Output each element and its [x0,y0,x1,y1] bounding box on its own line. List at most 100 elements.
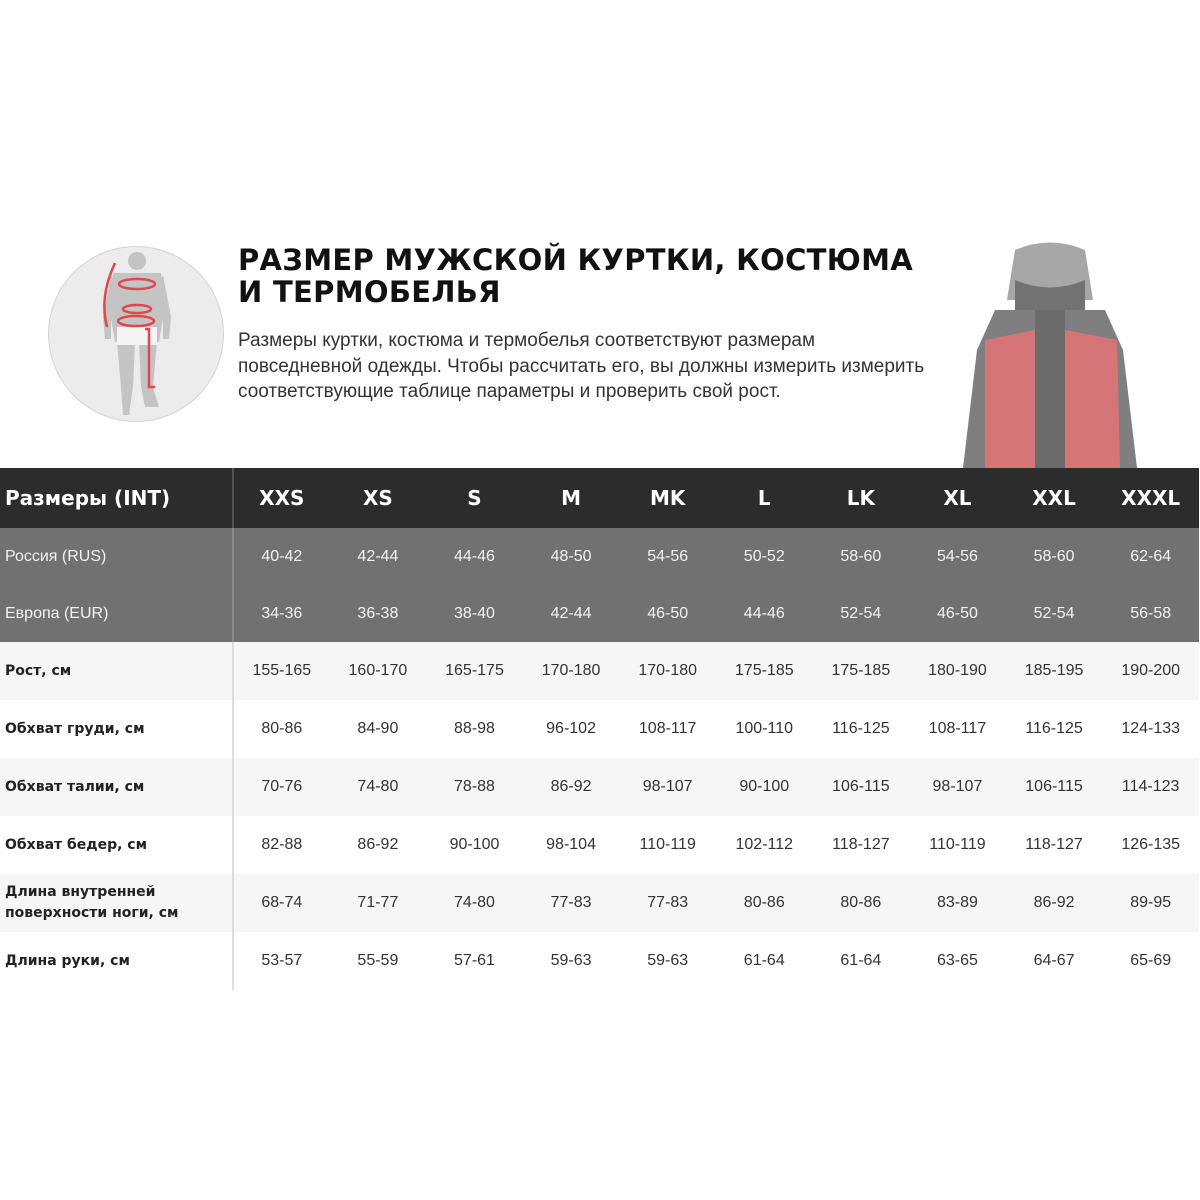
table-cell: 82-88 [233,816,330,874]
table-cell: 58-60 [812,528,910,585]
table-cell: 155-165 [233,642,330,700]
size-header: XXXL [1102,468,1199,528]
size-header: M [522,468,620,528]
table-cell: 80-86 [233,700,330,758]
size-header: LK [812,468,910,528]
table-row: Обхват бедер, см 82-88 86-92 90-100 98-104 11… [0,816,1199,874]
table-cell: 83-89 [909,874,1006,932]
table-cell: 46-50 [619,585,716,642]
table-cell: 126-135 [1102,816,1199,874]
table-row: Длина внутренней поверхности ноги, см 68-… [0,874,1199,932]
table-cell: 170-180 [522,642,620,700]
table-cell: 114-123 [1102,758,1199,816]
table-cell: 190-200 [1102,642,1199,700]
table-cell: 58-60 [1005,528,1103,585]
table-cell: 116-125 [812,700,910,758]
table-cell: 180-190 [909,642,1006,700]
row-label: Россия (RUS) [0,528,234,585]
size-table: Размеры (INT) XXS XS S M MK L LK XL XXL … [0,468,1200,990]
table-cell: 74-80 [329,758,427,816]
table-cell: 102-112 [715,816,813,874]
body-figure-icon [103,252,171,415]
table-cell: 40-42 [233,528,330,585]
table-cell: 89-95 [1102,874,1199,932]
table-cell: 65-69 [1102,932,1199,990]
table-cell: 100-110 [715,700,813,758]
table-cell: 108-117 [619,700,716,758]
table-cell: 57-61 [426,932,523,990]
table-cell: 55-59 [329,932,427,990]
size-header: L [715,468,813,528]
row-label: Рост, см [0,642,234,700]
table-cell: 118-127 [1005,816,1103,874]
table-cell: 48-50 [522,528,620,585]
table-cell: 78-88 [426,758,523,816]
jacket-icon [963,242,1137,468]
table-cell: 170-180 [619,642,716,700]
row-label: Обхват груди, см [0,700,234,758]
table-cell: 90-100 [715,758,813,816]
size-header: XS [329,468,427,528]
table-cell: 106-115 [1005,758,1103,816]
table-cell: 68-74 [233,874,330,932]
table-cell: 56-58 [1102,585,1199,642]
jacket-image [955,240,1145,468]
table-cell: 50-52 [715,528,813,585]
table-cell: 53-57 [233,932,330,990]
table-cell: 64-67 [1005,932,1103,990]
table-cell: 59-63 [522,932,620,990]
size-header: XXL [1005,468,1103,528]
table-row: Рост, см 155-165 160-170 165-175 170-180 170-… [0,642,1199,700]
table-cell: 42-44 [329,528,427,585]
size-header-row: Размеры (INT) XXS XS S M MK L LK XL XXL … [0,468,1199,528]
table-cell: 84-90 [329,700,427,758]
table-cell: 80-86 [715,874,813,932]
table-cell: 61-64 [812,932,910,990]
size-header: XXS [233,468,330,528]
table-cell: 116-125 [1005,700,1103,758]
table-cell: 175-185 [715,642,813,700]
table-cell: 86-92 [1005,874,1103,932]
table-cell: 74-80 [426,874,523,932]
table-cell: 44-46 [426,528,523,585]
table-cell: 108-117 [909,700,1006,758]
table-cell: 36-38 [329,585,427,642]
table-cell: 52-54 [1005,585,1103,642]
row-label: Длина руки, см [0,932,234,990]
table-cell: 59-63 [619,932,716,990]
table-cell: 110-119 [619,816,716,874]
table-cell: 80-86 [812,874,910,932]
body-measurement-illustration [48,246,224,422]
size-header: S [426,468,523,528]
table-cell: 110-119 [909,816,1006,874]
table-cell: 70-76 [233,758,330,816]
page-title: РАЗМЕР МУЖСКОЙ КУРТКИ, КОСТЮМА И ТЕРМОБЕ… [238,243,913,309]
table-cell: 98-107 [619,758,716,816]
table-cell: 175-185 [812,642,910,700]
table-cell: 61-64 [715,932,813,990]
size-header: XL [909,468,1006,528]
table-cell: 96-102 [522,700,620,758]
table-cell: 86-92 [522,758,620,816]
table-cell: 71-77 [329,874,427,932]
table-cell: 52-54 [812,585,910,642]
table-cell: 160-170 [329,642,427,700]
table-row: Россия (RUS) 40-42 42-44 44-46 48-50 54-56 50-… [0,528,1199,585]
table-row: Обхват груди, см 80-86 84-90 88-98 96-102 108… [0,700,1199,758]
table-cell: 106-115 [812,758,910,816]
table-cell: 98-104 [522,816,620,874]
table-cell: 38-40 [426,585,523,642]
table-cell: 34-36 [233,585,330,642]
table-cell: 86-92 [329,816,427,874]
page-description: Размеры куртки, костюма и термобелья соо… [238,330,925,402]
table-cell: 77-83 [619,874,716,932]
table-cell: 165-175 [426,642,523,700]
size-header: MK [619,468,716,528]
table-cell: 98-107 [909,758,1006,816]
table-cell: 42-44 [522,585,620,642]
row-label: Обхват талии, см [0,758,234,816]
table-cell: 62-64 [1102,528,1199,585]
table-cell: 185-195 [1005,642,1103,700]
table-cell: 54-56 [909,528,1006,585]
table-row: Длина руки, см 53-57 55-59 57-61 59-63 59-63 6… [0,932,1199,990]
